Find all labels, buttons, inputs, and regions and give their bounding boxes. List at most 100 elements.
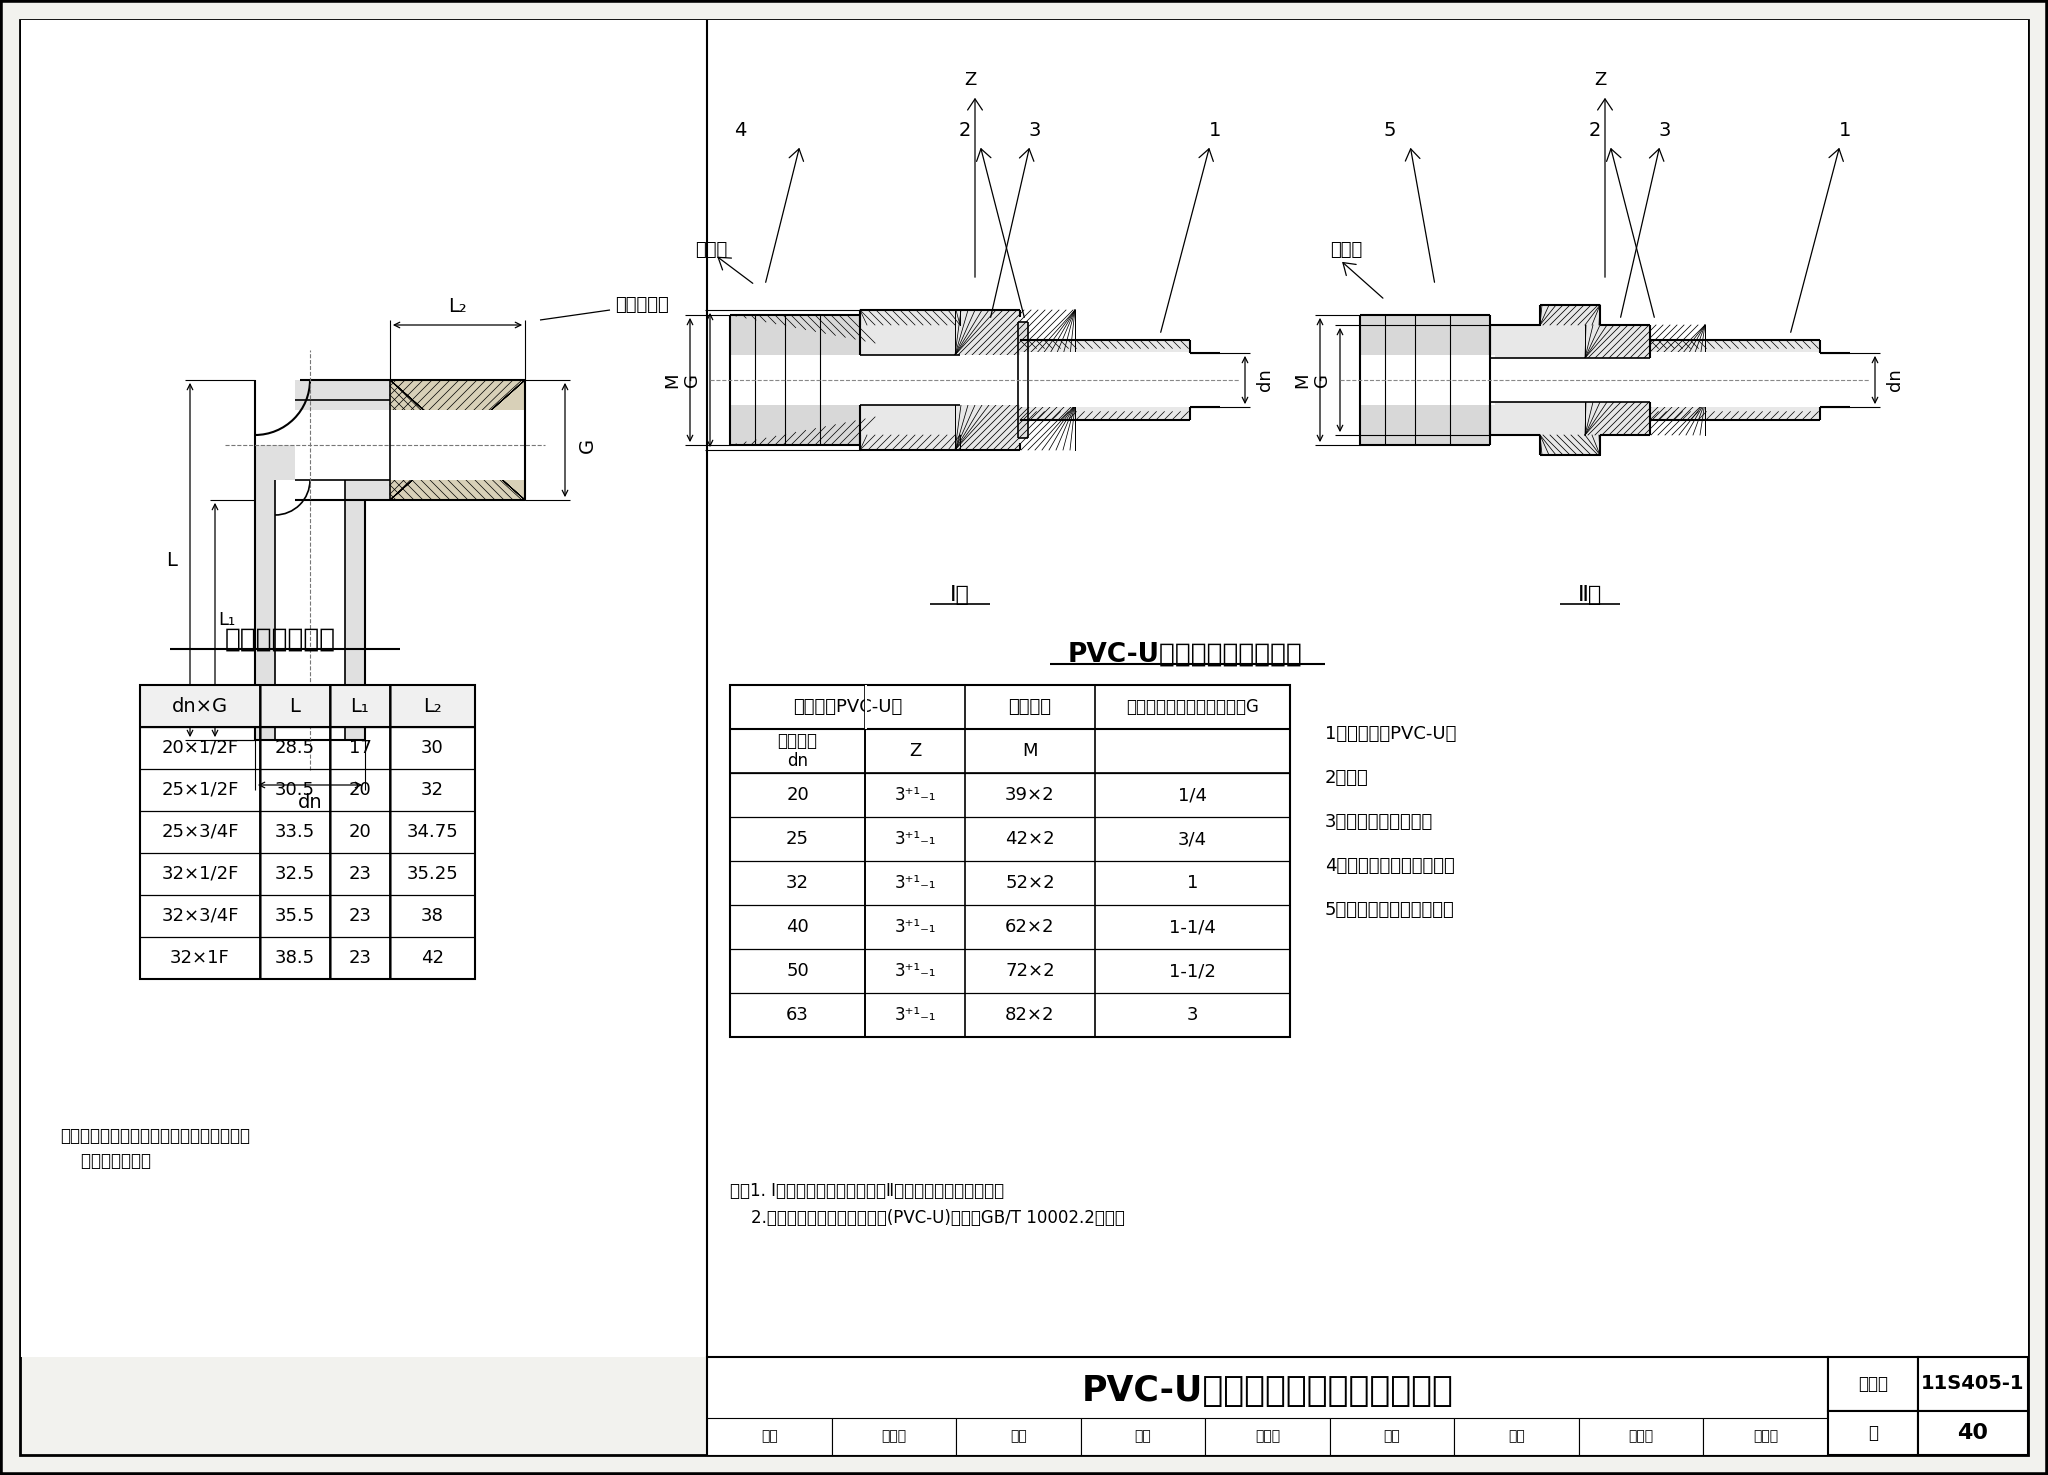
Text: 33.5: 33.5 bbox=[274, 823, 315, 841]
Text: 40: 40 bbox=[786, 917, 809, 937]
Text: 38.5: 38.5 bbox=[274, 948, 315, 968]
Bar bbox=[729, 355, 864, 406]
Text: 3－接头螺帽（金属）: 3－接头螺帽（金属） bbox=[1325, 813, 1434, 830]
Text: dn: dn bbox=[1255, 369, 1274, 391]
Text: dn×G: dn×G bbox=[172, 696, 227, 715]
Bar bbox=[707, 1417, 831, 1454]
Bar bbox=[1454, 1417, 1579, 1454]
Text: 3⁺¹₋₁: 3⁺¹₋₁ bbox=[895, 875, 936, 892]
Text: 3⁺¹₋₁: 3⁺¹₋₁ bbox=[895, 786, 936, 804]
Text: 设计: 设计 bbox=[1507, 1429, 1526, 1444]
Text: 注：本图根据联塑科技实业有限公司提供的: 注：本图根据联塑科技实业有限公司提供的 bbox=[59, 1127, 250, 1145]
Bar bbox=[295, 381, 524, 500]
Text: 20: 20 bbox=[348, 780, 371, 799]
Text: 32.5: 32.5 bbox=[274, 864, 315, 884]
Text: 嵌入铜内丝: 嵌入铜内丝 bbox=[614, 296, 670, 314]
Text: 1/4: 1/4 bbox=[1178, 786, 1206, 804]
Text: 3: 3 bbox=[1659, 121, 1671, 140]
Text: 40: 40 bbox=[1958, 1423, 1989, 1443]
Text: 34.75: 34.75 bbox=[408, 823, 459, 841]
Bar bbox=[389, 381, 524, 500]
Text: 内或外螺纹接头端（金属）G: 内或外螺纹接头端（金属）G bbox=[1126, 698, 1260, 715]
Bar bbox=[729, 684, 1290, 1037]
Text: 17: 17 bbox=[348, 739, 371, 757]
Text: M: M bbox=[1022, 742, 1038, 760]
Text: G: G bbox=[578, 438, 596, 453]
Text: 20: 20 bbox=[348, 823, 371, 841]
Bar bbox=[1020, 341, 1190, 420]
Text: 1-1/2: 1-1/2 bbox=[1169, 962, 1217, 979]
Text: 页: 页 bbox=[1868, 1423, 1878, 1443]
Bar bbox=[1540, 305, 1599, 454]
Text: Z: Z bbox=[965, 71, 977, 88]
Bar bbox=[860, 310, 1020, 450]
Text: dn: dn bbox=[297, 794, 322, 813]
Bar bbox=[1829, 1412, 1919, 1454]
Bar bbox=[139, 684, 475, 979]
Bar bbox=[1579, 1417, 1704, 1454]
Text: 42: 42 bbox=[422, 948, 444, 968]
Text: dn: dn bbox=[1886, 369, 1905, 391]
Text: 20: 20 bbox=[786, 786, 809, 804]
Text: 32×1/2F: 32×1/2F bbox=[162, 864, 240, 884]
Text: 内螺纹: 内螺纹 bbox=[694, 240, 727, 260]
Text: M: M bbox=[664, 372, 682, 388]
Text: 2: 2 bbox=[958, 121, 971, 140]
Text: 吴贤华: 吴贤华 bbox=[1753, 1429, 1778, 1444]
Bar bbox=[1018, 322, 1028, 438]
Bar bbox=[1020, 353, 1194, 407]
Text: 30.5: 30.5 bbox=[274, 780, 315, 799]
Text: 曲申西: 曲申西 bbox=[881, 1429, 907, 1444]
Text: 2: 2 bbox=[1589, 121, 1602, 140]
Text: 11S405-1: 11S405-1 bbox=[1921, 1375, 2025, 1394]
Text: 3⁺¹₋₁: 3⁺¹₋₁ bbox=[895, 962, 936, 979]
Text: 32: 32 bbox=[422, 780, 444, 799]
Text: 32×1F: 32×1F bbox=[170, 948, 229, 968]
Text: 23: 23 bbox=[348, 907, 371, 925]
Text: 32: 32 bbox=[786, 875, 809, 892]
Text: 吴贤华: 吴贤华 bbox=[1628, 1429, 1653, 1444]
Text: 1: 1 bbox=[1208, 121, 1221, 140]
Text: Z: Z bbox=[909, 742, 922, 760]
Text: 1-1/4: 1-1/4 bbox=[1169, 917, 1217, 937]
Text: 3/4: 3/4 bbox=[1178, 830, 1206, 848]
Text: 注：1. Ⅰ型为金属件上有内螺纹，Ⅱ型为金属件上有外螺纹。: 注：1. Ⅰ型为金属件上有内螺纹，Ⅱ型为金属件上有外螺纹。 bbox=[729, 1181, 1004, 1201]
Text: 5: 5 bbox=[1384, 121, 1397, 140]
Bar bbox=[295, 410, 524, 479]
Bar bbox=[1329, 1417, 1454, 1454]
Bar bbox=[707, 21, 2028, 1357]
Text: 陈永青: 陈永青 bbox=[1255, 1429, 1280, 1444]
Bar bbox=[1919, 1357, 2028, 1412]
Bar bbox=[1081, 1417, 1204, 1454]
Bar bbox=[707, 1357, 1829, 1454]
Text: 外螺纹: 外螺纹 bbox=[1329, 240, 1362, 260]
Bar bbox=[1360, 316, 1491, 445]
Text: 图集号: 图集号 bbox=[1858, 1375, 1888, 1392]
Text: L: L bbox=[166, 550, 178, 569]
Text: 30: 30 bbox=[422, 739, 444, 757]
Text: 校对: 校对 bbox=[1135, 1429, 1151, 1444]
Text: PVC-U管粘接接口注塑管件（六）: PVC-U管粘接接口注塑管件（六） bbox=[1081, 1375, 1454, 1409]
Text: 39×2: 39×2 bbox=[1006, 786, 1055, 804]
Text: 3: 3 bbox=[1028, 121, 1040, 140]
Bar bbox=[1704, 1417, 1829, 1454]
Text: 接头端（PVC-U）: 接头端（PVC-U） bbox=[793, 698, 901, 715]
Text: PVC-U金属端和金属件接头: PVC-U金属端和金属件接头 bbox=[1067, 642, 1303, 668]
Text: 82×2: 82×2 bbox=[1006, 1006, 1055, 1024]
Bar bbox=[1204, 1417, 1329, 1454]
Bar bbox=[956, 1417, 1081, 1454]
Text: Ⅰ型: Ⅰ型 bbox=[950, 586, 971, 605]
Text: 4－接头端（金属内螺纹）: 4－接头端（金属内螺纹） bbox=[1325, 857, 1454, 875]
Text: 72×2: 72×2 bbox=[1006, 962, 1055, 979]
Text: 23: 23 bbox=[348, 864, 371, 884]
Text: M: M bbox=[1292, 372, 1311, 388]
Bar bbox=[860, 355, 1020, 406]
Bar bbox=[1651, 353, 1825, 407]
Bar bbox=[1360, 355, 1495, 406]
Text: 公称外径
dn: 公称外径 dn bbox=[778, 732, 817, 770]
Text: 35.25: 35.25 bbox=[408, 864, 459, 884]
Bar bbox=[256, 445, 365, 740]
Text: 62×2: 62×2 bbox=[1006, 917, 1055, 937]
Text: 审核: 审核 bbox=[762, 1429, 778, 1444]
Bar bbox=[729, 316, 860, 445]
